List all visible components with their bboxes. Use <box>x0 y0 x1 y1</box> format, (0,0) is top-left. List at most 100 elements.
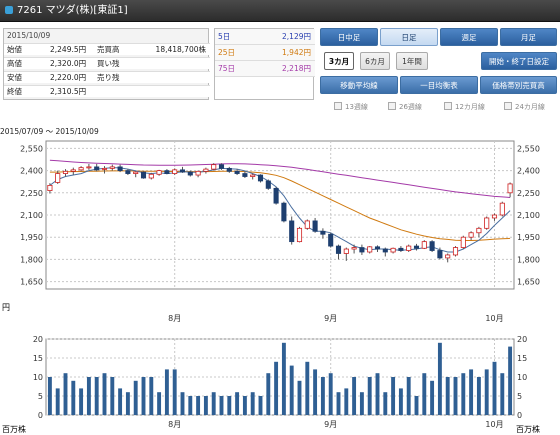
volume-bar <box>492 361 497 415</box>
tab-intraday[interactable]: 日中足 <box>320 28 378 46</box>
quote-panel: 2015/10/09 始値 2,249.5円 売買高 18,418,700株 高… <box>3 28 210 100</box>
candle-body <box>390 247 396 253</box>
quote-value: 2,320.0円 <box>50 59 87 68</box>
tab-weekly[interactable]: 週足 <box>440 28 498 46</box>
candle-body <box>187 171 193 176</box>
volume-bar <box>445 377 450 415</box>
period-range-label: 2015/07/09 〜 2015/10/09 <box>0 127 99 136</box>
quote-label: 買い残 <box>97 59 120 68</box>
volume-bar <box>297 380 302 415</box>
candle-body <box>413 245 420 249</box>
checkbox-box[interactable] <box>444 102 452 110</box>
candle-body <box>250 174 256 177</box>
tab-daily[interactable]: 日足 <box>380 28 438 46</box>
volume-bar <box>203 396 208 415</box>
checkbox-box[interactable] <box>388 102 396 110</box>
volume-bar <box>469 369 474 415</box>
toggle-moving-average[interactable]: 移動平均線 <box>320 76 398 94</box>
checkbox-label: 26週線 <box>399 103 422 111</box>
volume-tick-label-left: 5 <box>38 392 43 401</box>
candle-body <box>398 247 404 251</box>
candle-body <box>406 245 412 251</box>
date-setting-button[interactable]: 開始・終了日設定 <box>481 52 557 70</box>
tab-monthly[interactable]: 月足 <box>500 28 557 46</box>
volume-tick-label-left: 0 <box>38 411 43 420</box>
candle-body <box>195 170 201 176</box>
volume-tick-label-left: 10 <box>33 373 43 382</box>
candle-body <box>140 171 147 179</box>
volume-tick-label-left: 15 <box>33 354 43 363</box>
month-label: 8月 <box>168 314 181 323</box>
volume-bar <box>500 373 505 415</box>
quote-row: 始値 2,249.5円 売買高 18,418,700株 <box>4 43 210 55</box>
toggle-ichimoku[interactable]: 一目均衡表 <box>400 76 478 94</box>
candle-body <box>304 220 310 229</box>
candle-body <box>55 173 61 183</box>
volume-bar <box>305 361 310 415</box>
ma75-line <box>49 159 511 198</box>
volume-bar <box>188 396 193 415</box>
checkbox-24-month[interactable]: 24カ月線 <box>504 100 545 114</box>
checkbox-26-week[interactable]: 26週線 <box>388 100 422 114</box>
candle-body <box>445 254 451 259</box>
quote-label: 売買高 <box>97 45 120 54</box>
volume-bar <box>406 377 411 415</box>
candle-body <box>101 167 108 170</box>
range-1-year-button[interactable]: 1年間 <box>396 52 428 70</box>
month-label: 9月 <box>324 314 337 323</box>
volume-bar <box>172 369 177 415</box>
volume-bar <box>359 392 364 415</box>
price-tick-label-left: 1,650 <box>20 278 43 287</box>
price-tick-label-right: 2,250 <box>517 189 540 198</box>
volume-bar <box>274 361 279 415</box>
candle-body <box>86 166 92 169</box>
volume-tick-label-left: 20 <box>33 335 43 344</box>
quote-row: 安値 2,220.0円 売り残 <box>4 71 210 83</box>
price-tick-label-right: 1,800 <box>517 255 540 264</box>
volume-bar <box>430 380 435 415</box>
quote-label: 高値 <box>7 59 22 68</box>
checkbox-box[interactable] <box>504 102 512 110</box>
candle-body <box>320 230 326 235</box>
price-tick-label-left: 2,550 <box>20 144 43 153</box>
volume-bar <box>476 377 481 415</box>
candle-body <box>109 166 115 169</box>
candlesticks <box>47 163 513 263</box>
volume-bar <box>336 392 341 415</box>
ma-label: 25日 <box>218 48 236 57</box>
volume-bar <box>461 373 466 415</box>
quote-value: 18,418,700株 <box>155 45 206 54</box>
checkbox-box[interactable] <box>334 102 342 110</box>
candle-body <box>499 202 505 216</box>
volume-bar <box>320 377 325 415</box>
range-3-months-button[interactable]: 3カ月 <box>324 52 354 70</box>
volume-bar <box>289 365 294 415</box>
candle-body <box>468 232 474 238</box>
candle-body <box>234 170 240 174</box>
candle-body <box>335 245 342 254</box>
volume-bar <box>352 377 357 415</box>
candle-body <box>257 174 264 182</box>
ma-label: 75日 <box>218 64 236 73</box>
ma-row-75: 75日 2,218円 <box>215 61 315 77</box>
volume-bar <box>227 396 232 415</box>
toggle-volume-profile[interactable]: 価格帯別売買高 <box>480 76 557 94</box>
checkbox-13-week[interactable]: 13週線 <box>334 100 368 114</box>
volume-bar <box>344 388 349 415</box>
price-tick-label-right: 1,650 <box>517 278 540 287</box>
quote-value: 2,310.5円 <box>50 87 87 96</box>
candle-body <box>429 241 435 251</box>
candle-body <box>351 247 357 250</box>
candle-body <box>164 170 170 174</box>
volume-bar <box>133 380 138 415</box>
range-6-months-button[interactable]: 6カ月 <box>360 52 390 70</box>
candle-body <box>242 173 248 177</box>
volume-bar <box>250 392 255 415</box>
checkbox-12-month[interactable]: 12カ月線 <box>444 100 485 114</box>
quote-row: 終値 2,310.5円 <box>4 85 210 97</box>
volume-bar <box>235 392 240 415</box>
volume-bar <box>437 342 442 415</box>
month-label: 10月 <box>485 420 503 429</box>
candle-body <box>312 220 318 232</box>
candle-body <box>203 168 209 172</box>
